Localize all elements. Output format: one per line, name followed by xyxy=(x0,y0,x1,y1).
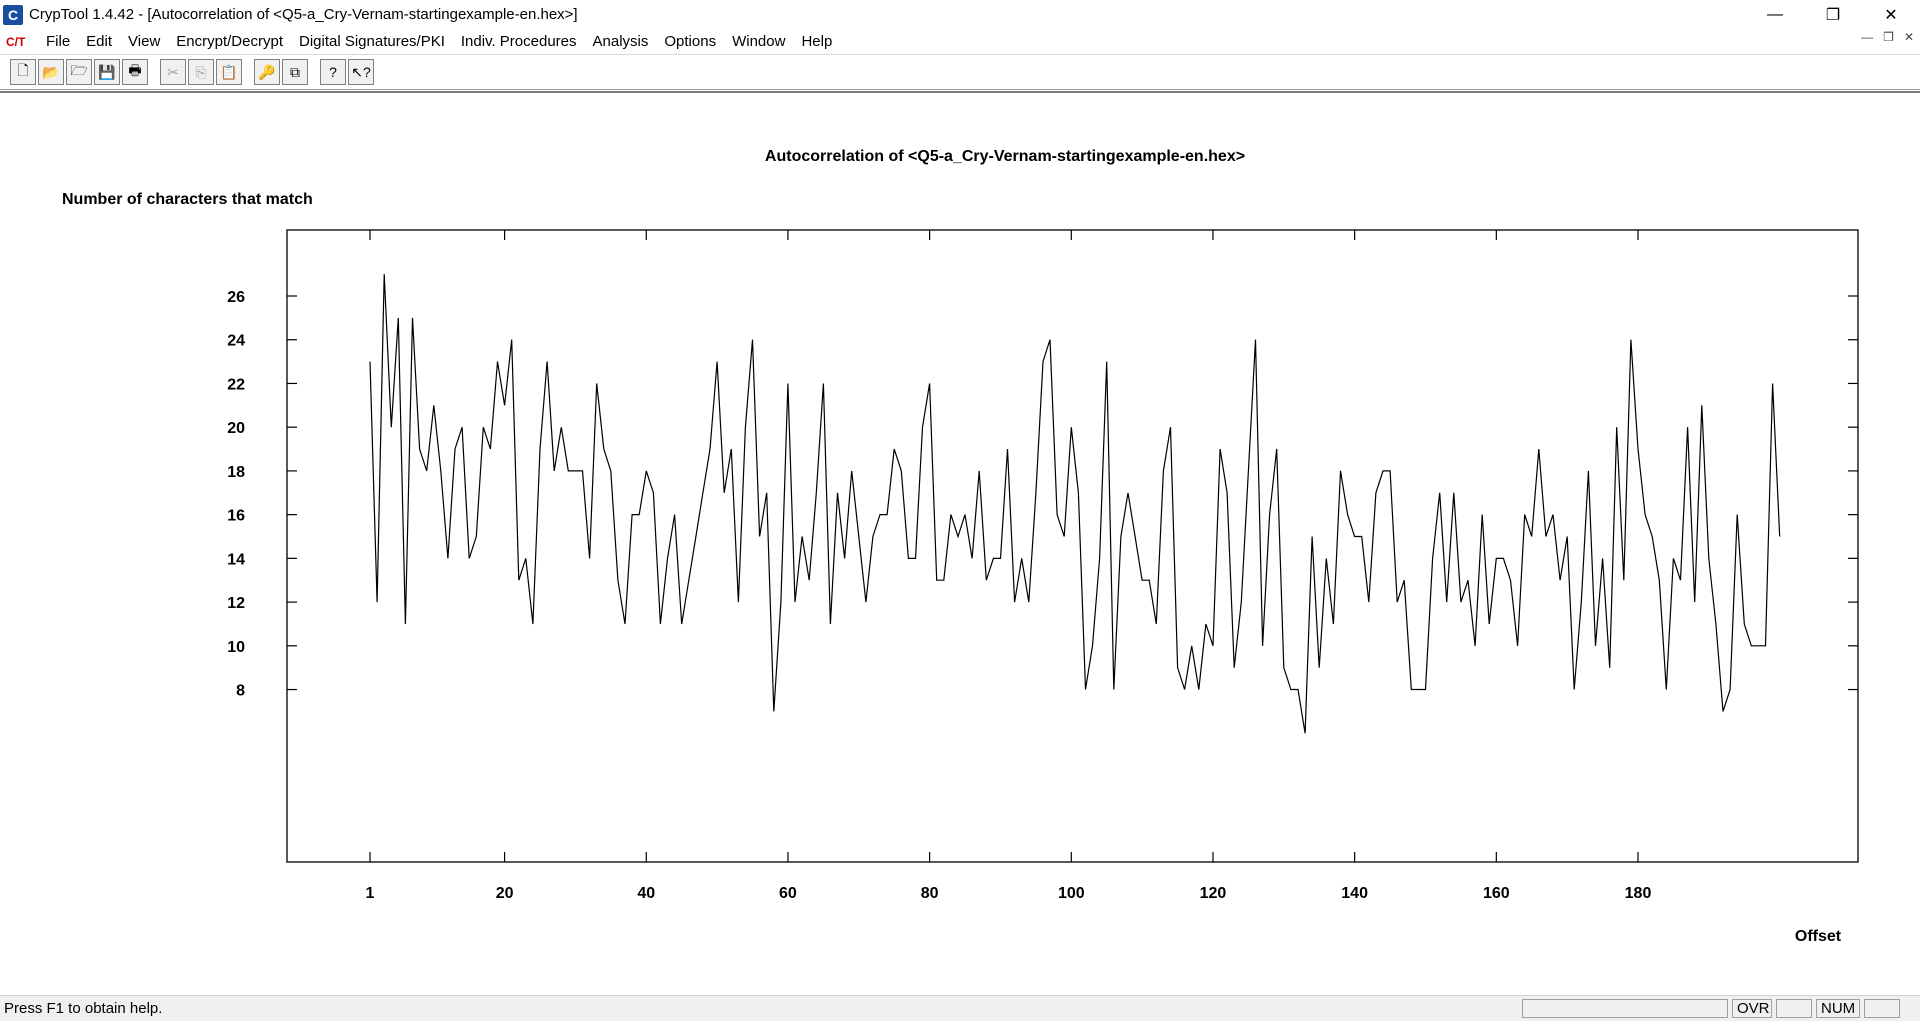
status-panel-scrl xyxy=(1864,999,1900,1018)
app-icon[interactable]: C xyxy=(3,4,23,25)
menu-edit[interactable]: Edit xyxy=(86,33,113,50)
chart-title: Autocorrelation of <Q5-a_Cry-Vernam-star… xyxy=(765,148,1245,165)
paste-icon[interactable]: 📋 xyxy=(216,59,242,85)
x-tick-label: 160 xyxy=(1483,885,1510,902)
x-tick-label: 80 xyxy=(921,885,939,902)
series-line xyxy=(369,274,1781,734)
y-tick-label: 26 xyxy=(227,289,245,306)
y-tick-label: 22 xyxy=(227,376,245,393)
restore-button[interactable]: ❐ xyxy=(1825,6,1841,24)
status-bar: Press F1 to obtain help. OVR NUM xyxy=(0,995,1920,1021)
child-window-icon[interactable]: C/T xyxy=(6,34,26,49)
toolbar-edit-group: ✂ ⎘ 📋 xyxy=(160,59,244,85)
window-title: CrypTool 1.4.42 - [Autocorrelation of <Q… xyxy=(29,6,578,23)
status-panel-caps xyxy=(1776,999,1812,1018)
menu-analysis[interactable]: Analysis xyxy=(592,33,649,50)
chart-window: Autocorrelation of <Q5-a_Cry-Vernam-star… xyxy=(0,91,1920,991)
close-button[interactable]: ✕ xyxy=(1884,6,1898,24)
windows-icon[interactable]: ⧉ xyxy=(282,59,308,85)
y-tick-label: 16 xyxy=(227,508,245,525)
status-help-text: Press F1 to obtain help. xyxy=(4,1000,163,1017)
mdi-close-icon[interactable]: ✕ xyxy=(1903,30,1914,44)
y-tick-label: 10 xyxy=(227,639,245,656)
plot-frame xyxy=(286,229,1859,863)
print-icon[interactable]: 🖶 xyxy=(122,59,148,85)
toolbar-help-group: ? ↖? xyxy=(320,59,376,85)
context-help-icon[interactable]: ↖? xyxy=(348,59,374,85)
status-panels: OVR NUM xyxy=(1522,999,1900,1018)
axis-ticks xyxy=(287,230,1858,862)
menu-file[interactable]: File xyxy=(46,33,71,50)
y-tick-label: 24 xyxy=(227,333,245,350)
y-axis-label: Number of characters that match xyxy=(62,191,313,208)
x-tick-label: 40 xyxy=(637,885,655,902)
mdi-restore-icon[interactable]: ❐ xyxy=(1883,30,1894,44)
autocorrelation-chart: Autocorrelation of <Q5-a_Cry-Vernam-star… xyxy=(62,148,1859,945)
x-tick-label: 180 xyxy=(1625,885,1652,902)
mdi-minimize-icon[interactable]: — xyxy=(1861,30,1874,44)
copy-icon[interactable]: ⎘ xyxy=(188,59,214,85)
menu-digital-signatures[interactable]: Digital Signatures/PKI xyxy=(298,33,445,50)
menu-indiv-procedures[interactable]: Indiv. Procedures xyxy=(460,33,577,50)
x-tick-label: 120 xyxy=(1200,885,1227,902)
menu-help[interactable]: Help xyxy=(801,33,833,50)
x-axis-label: Offset xyxy=(1795,928,1842,945)
y-tick-label: 8 xyxy=(236,683,245,700)
y-tick-label: 20 xyxy=(227,420,245,437)
title-bar: C CrypTool 1.4.42 - [Autocorrelation of … xyxy=(0,0,1920,29)
cut-icon[interactable]: ✂ xyxy=(160,59,186,85)
new-document-icon[interactable]: 🗋 xyxy=(10,59,36,85)
x-tick-label: 140 xyxy=(1341,885,1368,902)
x-tick-label: 1 xyxy=(366,885,375,902)
mdi-controls: — ❐ ✕ xyxy=(1861,30,1914,44)
minimize-button[interactable]: — xyxy=(1767,5,1783,23)
menu-bar: C/T File Edit View Encrypt/Decrypt Digit… xyxy=(0,29,1920,54)
x-tick-label: 20 xyxy=(496,885,514,902)
x-tick-label: 60 xyxy=(779,885,797,902)
save-icon[interactable]: 💾 xyxy=(94,59,120,85)
key-icon[interactable]: 🔑 xyxy=(254,59,280,85)
toolbar-file-group: 🗋 📂 🗁 💾 🖶 xyxy=(10,59,150,85)
window-controls: — ❐ ✕ xyxy=(1746,0,1920,29)
menu-view[interactable]: View xyxy=(128,33,161,50)
status-panel-blank xyxy=(1522,999,1728,1018)
toolbar: 🗋 📂 🗁 💾 🖶 ✂ ⎘ 📋 🔑 ⧉ ? ↖? xyxy=(0,54,1920,90)
x-tick-label: 100 xyxy=(1058,885,1085,902)
toolbar-tools-group: 🔑 ⧉ xyxy=(254,59,310,85)
help-icon[interactable]: ? xyxy=(320,59,346,85)
status-panel-ovr: OVR xyxy=(1732,999,1772,1018)
open-folder-icon[interactable]: 📂 xyxy=(38,59,64,85)
menu-encrypt-decrypt[interactable]: Encrypt/Decrypt xyxy=(176,33,283,50)
y-tick-label: 14 xyxy=(227,551,245,568)
menu-options[interactable]: Options xyxy=(664,33,717,50)
y-tick-label: 12 xyxy=(227,595,245,612)
open-other-icon[interactable]: 🗁 xyxy=(66,59,92,85)
menu-window[interactable]: Window xyxy=(732,33,786,50)
y-tick-label: 18 xyxy=(227,464,245,481)
status-panel-num: NUM xyxy=(1816,999,1860,1018)
